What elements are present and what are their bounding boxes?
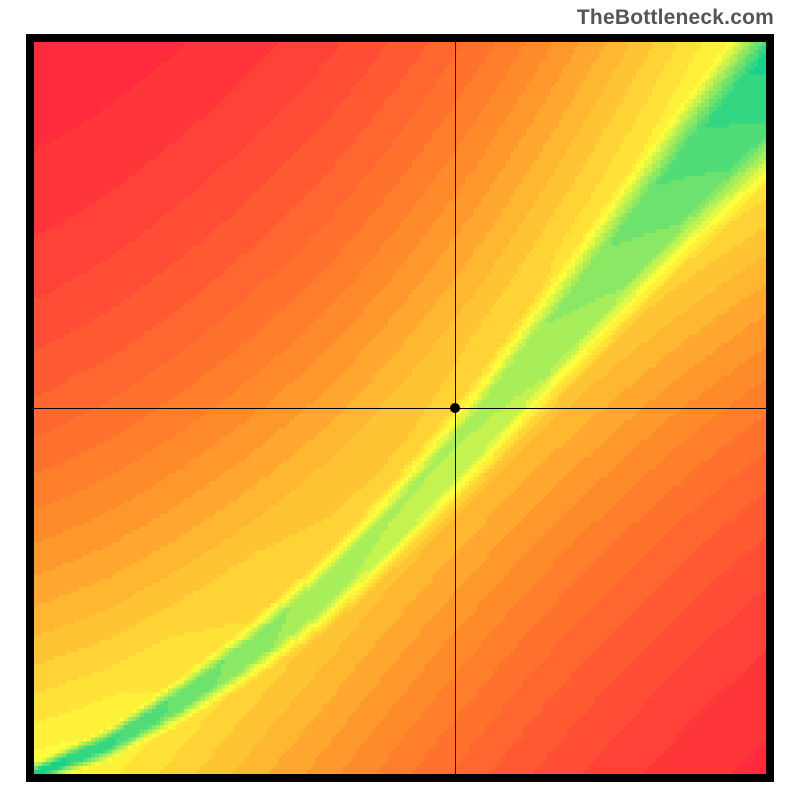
- plot-area: [34, 42, 766, 774]
- chart-frame: [26, 34, 774, 782]
- watermark-label: TheBottleneck.com: [577, 6, 774, 30]
- heatmap-canvas: [34, 42, 766, 774]
- chart-container: TheBottleneck.com: [0, 0, 800, 800]
